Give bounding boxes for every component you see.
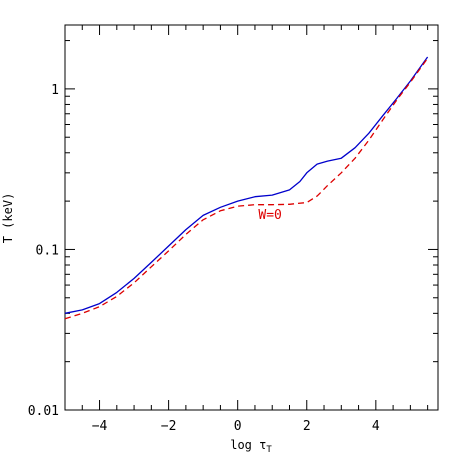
y-tick-label: 1 bbox=[51, 83, 59, 98]
x-axis-label-subscript: T bbox=[266, 445, 272, 455]
plot-frame bbox=[64, 24, 439, 411]
axis-tick-labels: −4 −2 0 2 4 0.01 0.1 1 bbox=[28, 83, 380, 434]
series-line-2 bbox=[64, 57, 429, 320]
x-axis-label: log τT bbox=[230, 438, 272, 455]
x-tick-label: 4 bbox=[372, 419, 380, 434]
y-axis-label: T (keV) bbox=[1, 193, 15, 244]
x-tick-label: 0 bbox=[234, 419, 242, 434]
x-tick-label: 2 bbox=[303, 419, 311, 434]
x-tick-label: −4 bbox=[92, 419, 108, 434]
x-tick-label: −2 bbox=[161, 419, 177, 434]
y-tick-label: 0.01 bbox=[28, 404, 59, 419]
series-line-1 bbox=[64, 56, 429, 314]
annotation-label: W=0 bbox=[258, 208, 281, 223]
y-tick-label: 0.1 bbox=[36, 243, 59, 258]
series-layer bbox=[64, 56, 429, 320]
annotation-layer: W=0 bbox=[258, 208, 281, 223]
x-axis-label-main: log τ bbox=[230, 438, 266, 452]
axis-ticks bbox=[64, 25, 438, 411]
